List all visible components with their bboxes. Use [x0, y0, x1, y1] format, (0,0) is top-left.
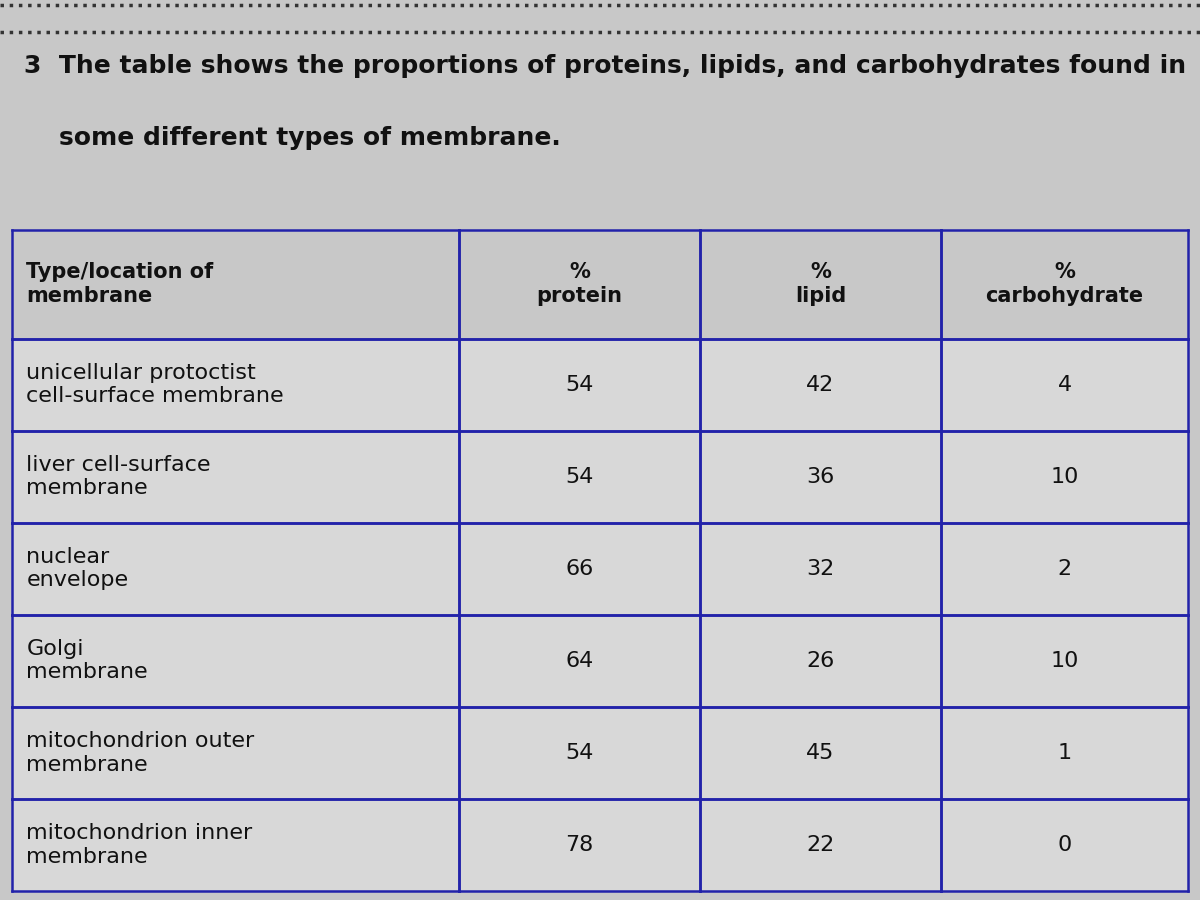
Text: 64: 64	[565, 651, 594, 670]
Text: unicellular protoctist
cell-surface membrane: unicellular protoctist cell-surface memb…	[26, 363, 284, 406]
Text: 36: 36	[806, 467, 835, 487]
Text: 54: 54	[565, 374, 594, 395]
Text: %
protein: % protein	[536, 263, 623, 306]
Text: liver cell-surface
membrane: liver cell-surface membrane	[26, 455, 211, 499]
Text: 10: 10	[1050, 651, 1079, 670]
Text: 0: 0	[1057, 835, 1072, 855]
Text: some different types of membrane.: some different types of membrane.	[24, 126, 560, 150]
Text: 2: 2	[1057, 559, 1072, 579]
Text: mitochondrion inner
membrane: mitochondrion inner membrane	[26, 824, 253, 867]
Text: 4: 4	[1057, 374, 1072, 395]
Text: 10: 10	[1050, 467, 1079, 487]
Text: 54: 54	[565, 742, 594, 763]
Text: nuclear
envelope: nuclear envelope	[26, 547, 128, 590]
Text: %
carbohydrate: % carbohydrate	[985, 263, 1144, 306]
Text: %
lipid: % lipid	[794, 263, 846, 306]
Text: 66: 66	[565, 559, 594, 579]
Text: Type/location of
membrane: Type/location of membrane	[26, 263, 214, 306]
Text: 45: 45	[806, 742, 835, 763]
Text: 54: 54	[565, 467, 594, 487]
Text: 3  The table shows the proportions of proteins, lipids, and carbohydrates found : 3 The table shows the proportions of pro…	[24, 54, 1186, 78]
Text: 1: 1	[1057, 742, 1072, 763]
Text: mitochondrion outer
membrane: mitochondrion outer membrane	[26, 732, 254, 775]
Text: 26: 26	[806, 651, 835, 670]
Text: 22: 22	[806, 835, 835, 855]
Text: 42: 42	[806, 374, 835, 395]
Text: 32: 32	[806, 559, 835, 579]
Text: Golgi
membrane: Golgi membrane	[26, 639, 148, 682]
Text: 78: 78	[565, 835, 594, 855]
